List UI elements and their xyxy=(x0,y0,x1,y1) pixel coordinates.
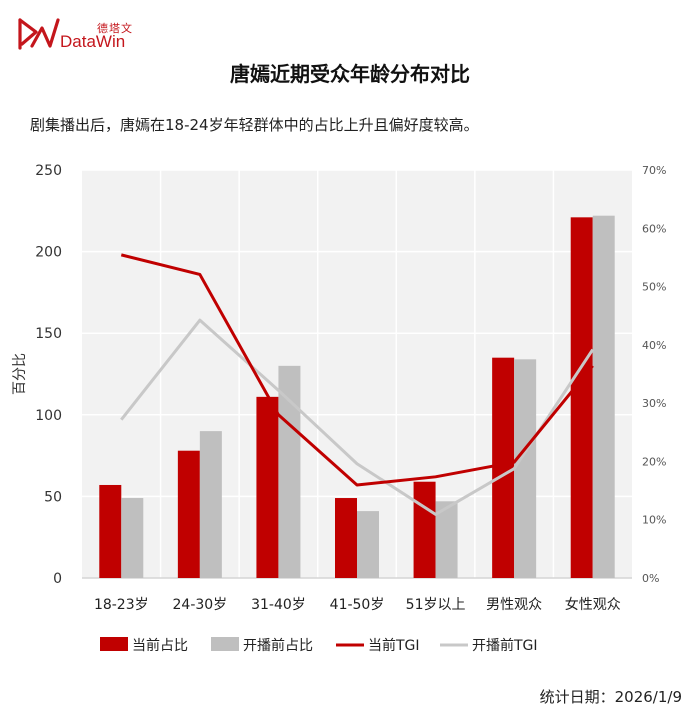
brand-name-en: DataWin xyxy=(60,32,126,51)
bar-current-3 xyxy=(335,498,357,578)
y-tick-label: 100 xyxy=(35,408,62,424)
stat-date: 统计日期：2026/1/9 xyxy=(539,688,682,706)
legend-label: 开播前占比 xyxy=(243,637,313,654)
y-tick-label: 150 xyxy=(35,326,62,342)
bar-current-5 xyxy=(492,357,515,578)
bar-before-6 xyxy=(592,215,615,579)
legend-swatch xyxy=(100,637,128,651)
legend-label: 开播前TGI xyxy=(472,637,538,654)
category-label: 男性观众 xyxy=(486,597,542,613)
y2-tick-label: 30% xyxy=(642,397,666,410)
bar-before-2 xyxy=(278,365,301,578)
y2-tick-label: 0% xyxy=(642,572,659,585)
bar-before-3 xyxy=(357,511,379,578)
legend-swatch xyxy=(211,637,239,651)
y-axis-title: 百分比 xyxy=(12,353,28,395)
category-label: 51岁以上 xyxy=(406,597,466,613)
bar-before-0 xyxy=(121,498,144,578)
lines xyxy=(120,253,594,516)
bars xyxy=(99,215,615,579)
y-axis-right-ticks: 0% 10% 20% 30% 40% 50% 60% 70% xyxy=(642,164,666,585)
y2-tick-label: 20% xyxy=(642,455,666,468)
y-tick-label: 0 xyxy=(53,571,62,587)
line-before-tgi xyxy=(120,318,594,516)
y2-tick-label: 10% xyxy=(642,514,666,527)
bar-current-0 xyxy=(99,484,122,578)
bar-before-1 xyxy=(199,431,222,578)
y2-tick-label: 50% xyxy=(642,281,666,294)
line-current-tgi xyxy=(120,253,594,487)
legend-label: 当前占比 xyxy=(132,637,188,654)
y2-tick-label: 60% xyxy=(642,222,666,235)
y-axis-left-ticks: 0 50 100 150 200 250 xyxy=(35,163,62,587)
bar-current-1 xyxy=(177,450,200,578)
bar-before-5 xyxy=(514,359,537,578)
x-axis-labels: 18-23岁 24-30岁 31-40岁 41-50岁 51岁以上 男性观众 女性观众 xyxy=(94,596,621,613)
page-title: 唐嫣近期受众年龄分布对比 xyxy=(230,62,470,86)
datawin-logo xyxy=(18,18,60,50)
category-label: 41-50岁 xyxy=(330,597,385,613)
bar-before-4 xyxy=(435,501,458,578)
bar-current-2 xyxy=(256,396,279,578)
brand-name-cn: 德塔文 xyxy=(97,22,133,35)
legend: 当前占比 开播前占比 当前TGI 开播前TGI xyxy=(100,637,538,654)
y2-tick-label: 70% xyxy=(642,164,666,177)
y-tick-label: 50 xyxy=(44,489,62,505)
gridlines xyxy=(82,169,632,579)
y2-tick-label: 40% xyxy=(642,339,666,352)
page-subtitle: 剧集播出后，唐嫣在18-24岁年轻群体中的占比上升且偏好度较高。 xyxy=(30,116,479,134)
category-label: 24-30岁 xyxy=(173,597,228,613)
y-tick-label: 200 xyxy=(35,245,62,261)
bar-current-6 xyxy=(570,217,593,578)
category-label: 31-40岁 xyxy=(251,597,306,613)
bar-current-4 xyxy=(413,481,436,578)
category-label: 18-23岁 xyxy=(94,597,149,613)
logo-mark-icon xyxy=(18,18,60,50)
y-tick-label: 250 xyxy=(35,163,62,179)
category-label: 女性观众 xyxy=(565,596,621,613)
legend-label: 当前TGI xyxy=(368,637,420,654)
